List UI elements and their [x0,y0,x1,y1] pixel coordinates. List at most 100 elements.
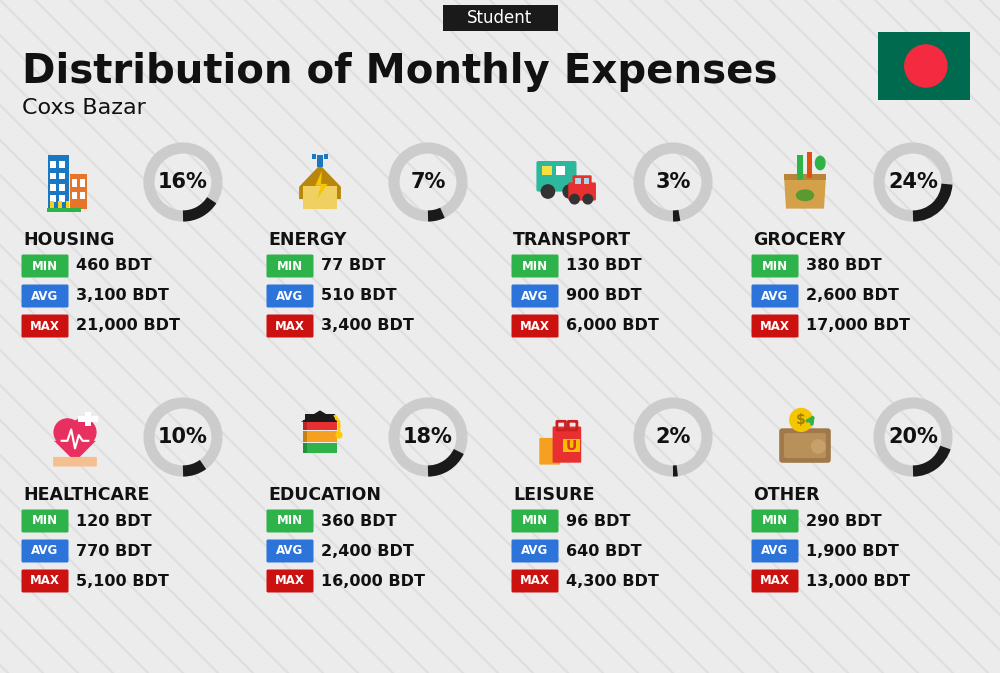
FancyBboxPatch shape [22,314,68,337]
Text: MAX: MAX [520,575,550,588]
FancyBboxPatch shape [22,540,68,563]
Text: U: U [566,439,577,454]
FancyBboxPatch shape [512,285,558,308]
Polygon shape [54,441,96,462]
Text: LEISURE: LEISURE [513,486,594,504]
Text: 900 BDT: 900 BDT [566,289,642,304]
FancyBboxPatch shape [556,166,565,176]
Text: 380 BDT: 380 BDT [806,258,882,273]
Circle shape [790,409,813,431]
FancyBboxPatch shape [512,509,558,532]
FancyBboxPatch shape [303,186,337,209]
Circle shape [905,45,947,87]
FancyBboxPatch shape [303,443,337,453]
FancyBboxPatch shape [59,195,65,202]
Polygon shape [301,411,339,422]
FancyBboxPatch shape [50,195,56,202]
Text: MIN: MIN [762,260,788,273]
FancyBboxPatch shape [536,161,576,192]
Text: AVG: AVG [276,544,304,557]
FancyBboxPatch shape [303,420,337,430]
Text: 5,100 BDT: 5,100 BDT [76,573,169,588]
FancyBboxPatch shape [512,314,558,337]
Text: 18%: 18% [403,427,453,447]
Text: 17,000 BDT: 17,000 BDT [806,318,910,334]
Text: AVG: AVG [761,544,789,557]
Text: GROCERY: GROCERY [753,231,845,249]
FancyBboxPatch shape [568,182,596,201]
Text: 640 BDT: 640 BDT [566,544,642,559]
Text: HOUSING: HOUSING [23,231,114,249]
Circle shape [570,194,579,204]
Ellipse shape [796,190,814,201]
Text: Student: Student [467,9,533,27]
FancyBboxPatch shape [266,314,314,337]
Text: 1,900 BDT: 1,900 BDT [806,544,899,559]
Text: AVG: AVG [31,544,59,557]
Text: 96 BDT: 96 BDT [566,513,631,528]
Text: 120 BDT: 120 BDT [76,513,152,528]
FancyBboxPatch shape [50,161,56,168]
FancyBboxPatch shape [59,172,65,179]
Text: MAX: MAX [760,575,790,588]
FancyBboxPatch shape [22,254,68,277]
Circle shape [563,185,576,198]
FancyBboxPatch shape [575,178,581,184]
Text: MIN: MIN [277,514,303,528]
FancyBboxPatch shape [752,569,798,592]
Text: MAX: MAX [275,575,305,588]
FancyBboxPatch shape [66,201,69,208]
Ellipse shape [815,156,825,170]
Text: HEALTHCARE: HEALTHCARE [23,486,149,504]
FancyBboxPatch shape [779,428,831,463]
Circle shape [336,432,342,438]
Text: MAX: MAX [275,320,305,332]
FancyBboxPatch shape [46,208,81,213]
Text: 7%: 7% [410,172,446,192]
Polygon shape [784,177,826,209]
FancyBboxPatch shape [53,457,97,466]
FancyBboxPatch shape [797,155,803,180]
Text: 20%: 20% [888,427,938,447]
Text: TRANSPORT: TRANSPORT [513,231,631,249]
Text: 10%: 10% [158,427,208,447]
FancyBboxPatch shape [266,285,314,308]
FancyBboxPatch shape [80,192,84,199]
FancyBboxPatch shape [752,509,798,532]
FancyBboxPatch shape [80,179,84,186]
Text: 3,100 BDT: 3,100 BDT [76,289,169,304]
FancyBboxPatch shape [878,32,970,100]
FancyBboxPatch shape [324,153,328,160]
FancyBboxPatch shape [573,175,592,187]
Text: 460 BDT: 460 BDT [76,258,152,273]
FancyBboxPatch shape [50,201,54,208]
Text: 77 BDT: 77 BDT [321,258,386,273]
FancyBboxPatch shape [303,420,307,430]
Text: Coxs Bazar: Coxs Bazar [22,98,146,118]
FancyBboxPatch shape [752,314,798,337]
Text: AVG: AVG [276,289,304,302]
Text: MIN: MIN [522,514,548,528]
FancyBboxPatch shape [563,439,580,452]
Text: 6,000 BDT: 6,000 BDT [566,318,659,334]
FancyBboxPatch shape [48,155,69,209]
Text: 3,400 BDT: 3,400 BDT [321,318,414,334]
FancyBboxPatch shape [50,172,56,179]
FancyBboxPatch shape [50,184,56,190]
FancyBboxPatch shape [807,151,812,178]
FancyBboxPatch shape [303,431,307,441]
Circle shape [583,194,593,204]
FancyBboxPatch shape [584,178,589,184]
FancyBboxPatch shape [752,285,798,308]
FancyBboxPatch shape [70,174,87,209]
Polygon shape [315,170,328,199]
FancyBboxPatch shape [539,438,560,464]
Text: 130 BDT: 130 BDT [566,258,642,273]
FancyBboxPatch shape [22,509,68,532]
FancyBboxPatch shape [72,192,77,199]
Text: 2%: 2% [655,427,691,447]
Text: 360 BDT: 360 BDT [321,513,397,528]
FancyBboxPatch shape [512,569,558,592]
FancyBboxPatch shape [72,179,77,186]
FancyBboxPatch shape [22,285,68,308]
